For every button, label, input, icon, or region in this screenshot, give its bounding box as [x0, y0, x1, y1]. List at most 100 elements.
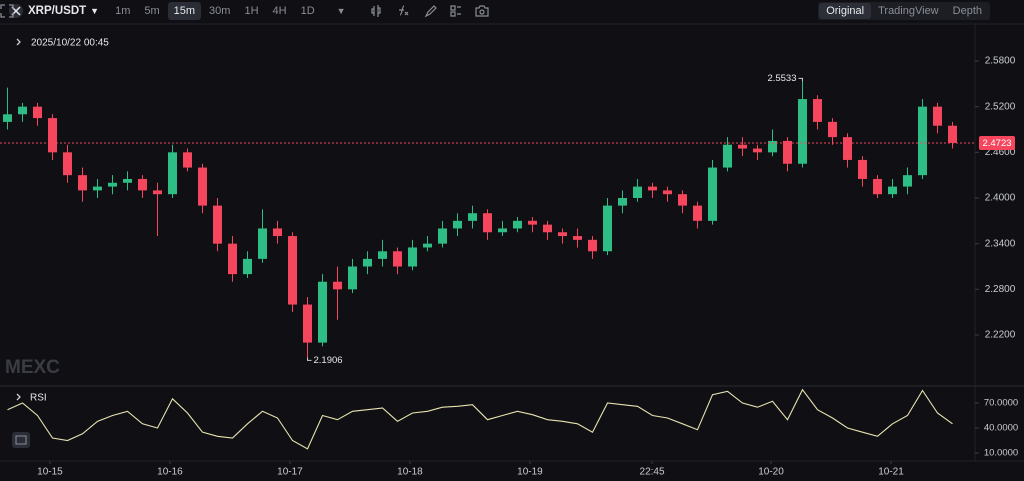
interval-button[interactable]: 15m [167, 2, 202, 20]
interval-button[interactable]: 1m [115, 5, 131, 17]
interval-button[interactable]: 5m [144, 5, 160, 17]
candle-body [843, 137, 852, 160]
candle-body [393, 251, 402, 267]
candle-body [123, 178, 132, 183]
candle-body [753, 148, 762, 153]
candle-body [228, 243, 237, 275]
candle-body [693, 205, 702, 221]
candle-body [603, 205, 612, 252]
last-price-label: 2.4723 [982, 138, 1011, 149]
candle-body [513, 220, 522, 229]
candle-body [798, 99, 807, 164]
candle-body [558, 232, 567, 237]
candle-body [828, 121, 837, 138]
interval-button[interactable]: 30m [209, 5, 231, 17]
candle-body [3, 114, 12, 122]
candle-body [663, 190, 672, 195]
x-tick-label: 10-19 [517, 467, 543, 478]
y-tick-label: 2.2200 [985, 330, 1016, 341]
toolbar: XRP/USDT ▼ 1m 5m 15m 30m 1H 4H 1D ▼ Original Tr… [0, 0, 1024, 22]
interval-list: 1m 5m 15m 30m 1H 4H 1D [109, 2, 323, 20]
candle-body [108, 182, 117, 187]
settings-button[interactable] [12, 432, 30, 448]
candle-body [168, 152, 177, 195]
candle-body [288, 236, 297, 305]
candle-body [243, 258, 252, 275]
symbol[interactable]: XRP/USDT [28, 5, 87, 17]
x-tick-label: 10-21 [878, 467, 904, 478]
candle-body [348, 266, 357, 290]
x-tick-label: 10-15 [37, 467, 63, 478]
interval-button[interactable]: 4H [272, 5, 287, 17]
chart-title: 2025/10/22 00:45 [31, 38, 109, 49]
y-tick-label: 40.0000 [984, 423, 1018, 434]
expand-icon[interactable] [16, 38, 21, 46]
candle-body [918, 106, 927, 176]
x-tick-label: 10-17 [277, 467, 303, 478]
candle-body [543, 224, 552, 233]
symbol-dropdown[interactable]: ▼ [90, 6, 100, 16]
candle-body [948, 125, 957, 143]
tool-icons[interactable] [370, 3, 520, 19]
candle-body [648, 186, 657, 191]
candle-body [588, 239, 597, 252]
interval-button[interactable]: 1D [300, 5, 315, 17]
candle-body [213, 205, 222, 244]
x-tick-label: 10-16 [157, 467, 183, 478]
y-tick-label: 10.0000 [984, 448, 1018, 459]
candle-body [783, 140, 792, 164]
x-tick-label: 10-20 [758, 467, 784, 478]
candle-body [273, 228, 282, 237]
candle-body [708, 167, 717, 221]
y-tick-label: 2.4600 [985, 147, 1016, 158]
candle-body [438, 228, 447, 244]
x-tick-label: 22:45 [640, 467, 665, 478]
candle-body [408, 247, 417, 267]
candle-body [933, 106, 942, 126]
y-tick-label: 2.3400 [985, 238, 1016, 249]
candle-body [768, 140, 777, 153]
candle-body [303, 304, 312, 343]
candle-body [153, 190, 162, 195]
indicator-title: RSI [30, 393, 47, 404]
view-switch: Original TradingView Depth [818, 2, 990, 20]
candle-body [633, 186, 642, 198]
low-label: 2.1906 [314, 355, 343, 366]
interval-button[interactable]: 1H [244, 5, 259, 17]
view-button[interactable]: TradingView [878, 5, 939, 17]
candle-body [813, 99, 822, 122]
view-button[interactable]: Original [819, 3, 872, 19]
expand-icon[interactable] [16, 393, 21, 401]
candle-body [138, 178, 147, 191]
high-marker [798, 77, 803, 82]
interval-dropdown[interactable]: ▼ [336, 6, 346, 16]
view-button[interactable]: Depth [952, 5, 982, 17]
candle-body [183, 152, 192, 168]
candle-body [738, 144, 747, 149]
last-price-tag [979, 135, 1015, 150]
candle-body [573, 236, 582, 240]
candle-body [318, 281, 327, 343]
candle-body [498, 228, 507, 233]
candle-body [18, 106, 27, 115]
candle-body [198, 167, 207, 206]
candle-body [873, 178, 882, 195]
fullscreen-icon[interactable] [0, 4, 14, 18]
y-tick-label: 2.4000 [985, 193, 1016, 204]
candle-body [93, 186, 102, 191]
candle-body [258, 228, 267, 259]
watermark: MEXC [5, 357, 60, 378]
candle-body [678, 194, 687, 206]
candle-body [333, 281, 342, 290]
high-label: 2.5533 [767, 73, 796, 84]
y-tick-label: 2.2800 [985, 284, 1016, 295]
candle-body [723, 144, 732, 168]
candle-body [63, 152, 72, 176]
candle-body [33, 106, 42, 119]
candle-body [888, 186, 897, 195]
rsi-line [7, 388, 953, 450]
candle-body [468, 213, 477, 221]
candle-body [528, 220, 537, 225]
